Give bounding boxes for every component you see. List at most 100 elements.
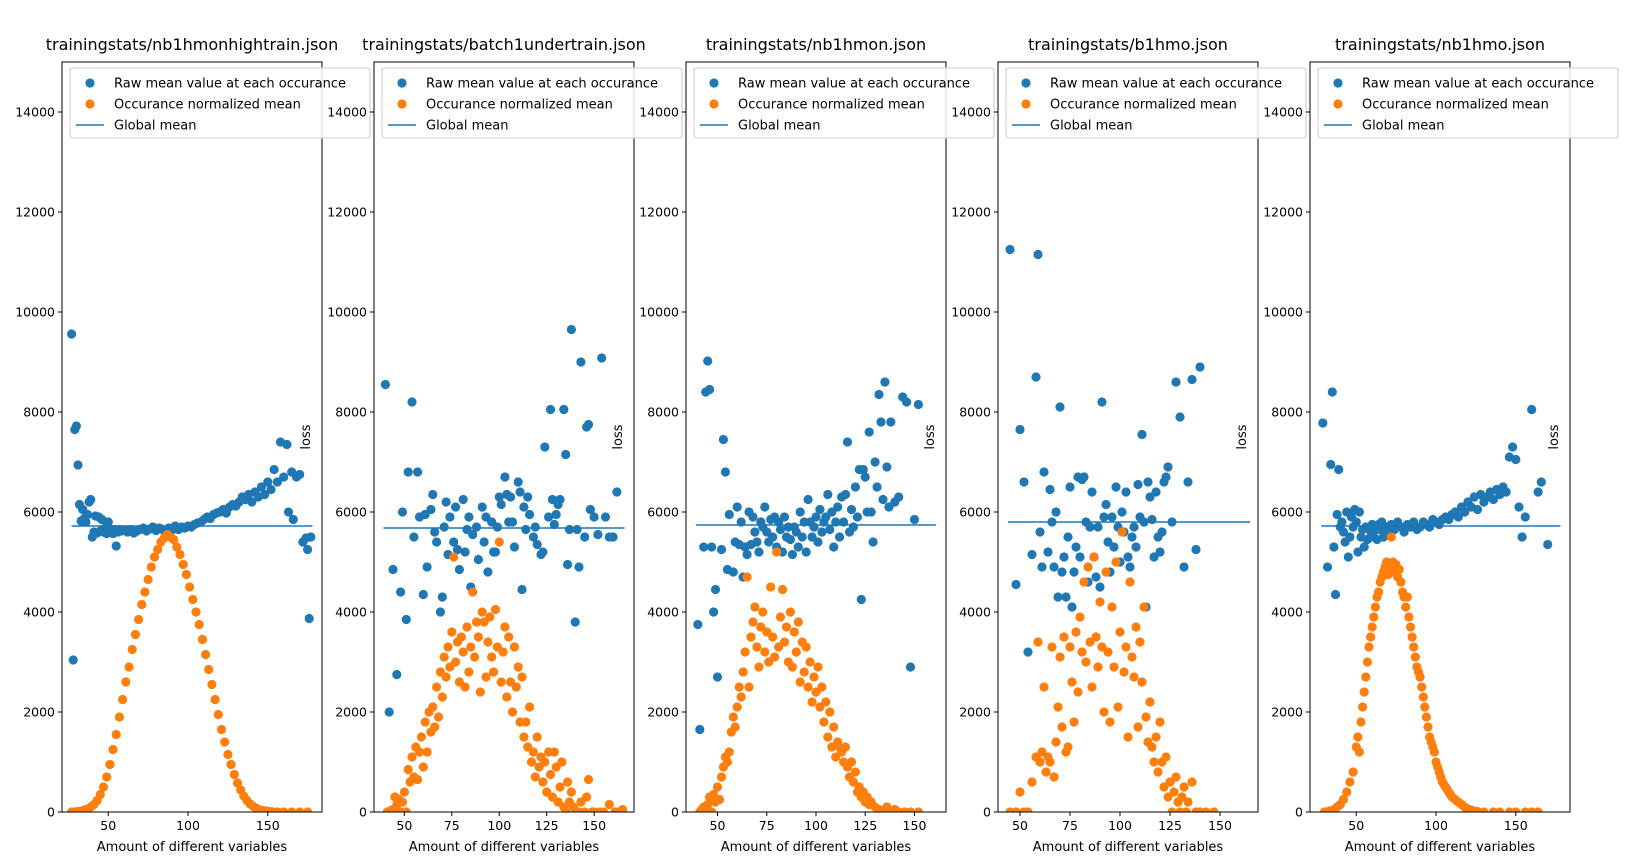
normalized-mean-point [1394, 564, 1404, 575]
normalized-mean-point [754, 662, 764, 672]
raw-mean-point [441, 497, 451, 507]
normalized-mean-point [793, 617, 803, 627]
raw-mean-point [525, 509, 535, 520]
normalized-mean-point [1361, 672, 1371, 682]
legend-box [69, 67, 371, 139]
raw-mean-point [1079, 472, 1089, 482]
raw-mean-point [1175, 412, 1185, 422]
normalized-mean-point [98, 782, 109, 792]
raw-mean-point [1195, 362, 1205, 372]
raw-mean-point [439, 522, 449, 532]
raw-mean-point [1099, 512, 1109, 522]
raw-mean-point [403, 467, 413, 477]
normalized-mean-point [1533, 807, 1543, 812]
raw-mean-point [612, 487, 622, 497]
normalized-mean-point [181, 569, 191, 580]
raw-mean-point [705, 384, 715, 395]
raw-mean-point [856, 594, 866, 605]
normalized-mean-point [1167, 807, 1177, 812]
normalized-mean-point [1059, 632, 1069, 642]
raw-mean-point [600, 512, 611, 522]
raw-mean-point [710, 584, 721, 595]
raw-mean-point [437, 592, 447, 602]
normalized-mean-point [121, 677, 131, 687]
raw-mean-point [1536, 477, 1546, 487]
raw-mean-point [720, 467, 731, 477]
normalized-mean-point [483, 637, 493, 647]
y-tick-label: 12000 [639, 205, 679, 220]
raw-mean-point [515, 487, 525, 497]
normalized-mean-point [1137, 677, 1147, 687]
normalized-mean-point [1113, 702, 1123, 712]
normalized-mean-point [807, 697, 817, 707]
normalized-mean-point [1127, 652, 1137, 662]
normalized-mean-point [1405, 622, 1416, 632]
normalized-mean-point [528, 747, 539, 757]
x-tick-label: 75 [759, 818, 775, 833]
raw-mean-point [787, 549, 798, 560]
normalized-mean-point [779, 637, 790, 647]
normalized-mean-point [1027, 777, 1037, 787]
raw-mean-point [492, 522, 502, 532]
normalized-mean-point [1153, 767, 1163, 777]
x-tick-label: 150 [1504, 818, 1528, 833]
raw-mean-point [269, 464, 279, 475]
normalized-mean-point [1187, 777, 1197, 787]
normalized-mean-point [1053, 702, 1063, 712]
raw-mean-point [811, 512, 821, 522]
normalized-mean-point [538, 777, 548, 787]
normalized-mean-point [821, 697, 831, 707]
raw-mean-point [1337, 517, 1347, 527]
normalized-mean-point [447, 627, 457, 637]
normalized-mean-point [823, 732, 833, 742]
normalized-mean-point [819, 717, 829, 727]
normalized-mean-point [1069, 717, 1079, 727]
normalized-mean-point [736, 692, 746, 702]
raw-mean-point [1322, 562, 1333, 572]
raw-mean-point [82, 509, 93, 520]
subplot-1: trainingstats/nb1hmonhightrain.json 0 2000… [15, 35, 371, 855]
y-tick-label: 12000 [1263, 205, 1303, 220]
normalized-mean-point [114, 712, 124, 722]
legend-entry: Global mean [738, 119, 820, 134]
raw-mean-point [479, 537, 489, 547]
normalized-mean-point [1081, 657, 1091, 667]
legend-normalized-marker [1333, 99, 1343, 109]
normalized-mean-point [582, 792, 592, 802]
x-tick-label: 75 [444, 818, 460, 833]
raw-mean-point [768, 532, 778, 542]
raw-mean-point [608, 532, 618, 542]
normalized-mean-point [1051, 737, 1061, 747]
normalized-mean-point [1429, 747, 1439, 757]
normalized-mean-point [1479, 807, 1489, 812]
normalized-mean-point [905, 807, 916, 812]
raw-mean-point [490, 547, 501, 557]
x-tick-label: 50 [1012, 818, 1028, 833]
y-tick-label: 10000 [951, 305, 991, 320]
raw-mean-point [795, 507, 805, 517]
normalized-mean-point [1338, 794, 1349, 805]
normalized-mean-point [500, 622, 510, 632]
normalized-mean-point [1367, 622, 1377, 632]
raw-mean-point [555, 494, 565, 505]
y-tick-label: 2000 [1271, 705, 1303, 720]
normalized-mean-point [1101, 567, 1111, 577]
raw-mean-point [1121, 487, 1131, 497]
raw-mean-point [1453, 512, 1463, 522]
y-tick-label: 4000 [23, 605, 55, 620]
normalized-mean-point [846, 757, 857, 767]
raw-mean-point [1187, 374, 1197, 385]
raw-mean-point [1351, 517, 1361, 527]
y-tick-label: 8000 [959, 405, 991, 420]
normalized-mean-point [1495, 807, 1505, 812]
x-tick-label: 150 [903, 818, 927, 833]
x-tick-label: 50 [100, 818, 116, 833]
normalized-mean-point [1105, 717, 1115, 727]
raw-mean-point [576, 357, 586, 367]
x-tick-label: 125 [535, 818, 559, 833]
raw-mean-point [435, 607, 445, 617]
normalized-mean-point [1023, 807, 1033, 812]
normalized-mean-point [143, 574, 153, 585]
x-tick-label: 125 [853, 818, 877, 833]
raw-mean-point [913, 399, 924, 410]
